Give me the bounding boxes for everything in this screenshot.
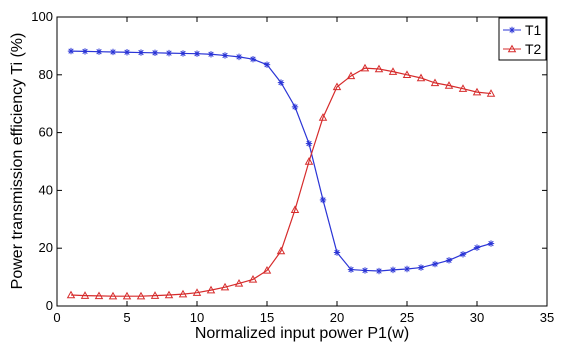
legend-marker-t2 xyxy=(507,44,517,53)
data-point-t1 xyxy=(249,55,257,63)
data-point-t2 xyxy=(178,289,188,298)
y-tick-label: 40 xyxy=(39,182,53,197)
x-tick-label: 15 xyxy=(260,310,274,325)
data-point-t2 xyxy=(262,266,272,274)
data-point-t2 xyxy=(94,291,104,300)
data-point-t1 xyxy=(319,196,327,204)
data-point-t2 xyxy=(416,73,426,82)
x-tick-label: 0 xyxy=(53,310,60,325)
data-point-t2 xyxy=(388,67,398,75)
data-point-t1 xyxy=(487,240,495,247)
data-point-t1 xyxy=(403,265,411,273)
series-layer xyxy=(66,47,496,300)
data-point-t1 xyxy=(207,51,215,58)
data-point-t1 xyxy=(431,260,439,268)
data-point-t2 xyxy=(444,81,454,89)
data-point-t1 xyxy=(459,251,467,258)
legend-marker-symbol-t2 xyxy=(507,44,517,53)
data-point-t2 xyxy=(248,274,258,283)
data-point-t2 xyxy=(276,246,286,255)
data-point-t2 xyxy=(332,82,342,91)
data-point-t2 xyxy=(402,70,412,79)
y-tick-label: 0 xyxy=(46,298,53,313)
data-point-t1 xyxy=(263,61,271,68)
x-tick-label: 25 xyxy=(400,310,414,325)
data-point-t1 xyxy=(95,48,103,55)
data-point-t2 xyxy=(290,205,300,213)
y-axis: 0 20 40 60 80 100 xyxy=(31,9,547,313)
data-point-t2 xyxy=(136,291,146,300)
x-tick-label: 20 xyxy=(330,310,344,325)
data-point-t2 xyxy=(80,291,90,299)
y-tick-label: 20 xyxy=(39,240,53,255)
data-point-t1 xyxy=(137,49,145,56)
data-point-t1 xyxy=(389,266,397,274)
x-tick-label: 5 xyxy=(123,310,130,325)
data-point-t1 xyxy=(235,53,243,61)
data-point-t2 xyxy=(486,89,496,97)
data-point-t2 xyxy=(164,290,174,299)
legend-label-t1: T1 xyxy=(525,22,542,38)
y-tick-label: 60 xyxy=(39,125,53,140)
data-point-t2 xyxy=(430,78,440,87)
data-point-t1 xyxy=(67,47,75,55)
data-point-t1 xyxy=(151,49,159,57)
data-point-t2 xyxy=(108,291,118,300)
data-point-t2 xyxy=(234,279,244,287)
x-axis: 0 5 10 15 20 25 30 35 xyxy=(53,17,554,325)
legend-box xyxy=(498,17,547,61)
y-tick-label: 80 xyxy=(39,67,53,82)
series-markers-t2 xyxy=(66,63,496,300)
x-axis-label: Normalized input power P1(w) xyxy=(195,325,409,342)
data-point-t1 xyxy=(473,244,481,251)
data-point-t1 xyxy=(165,49,173,57)
legend-marker-symbol-t1 xyxy=(508,26,516,34)
data-point-t1 xyxy=(375,267,383,275)
data-point-t2 xyxy=(360,63,370,72)
legend: T1 T2 xyxy=(498,17,547,61)
data-point-t2 xyxy=(374,64,384,73)
data-point-t1 xyxy=(81,48,89,55)
data-point-t2 xyxy=(458,84,468,92)
data-point-t2 xyxy=(122,291,132,300)
data-point-t2 xyxy=(220,282,230,291)
legend-label-t2: T2 xyxy=(525,41,542,57)
data-point-t1 xyxy=(445,257,453,264)
data-point-t1 xyxy=(333,249,341,256)
data-point-t1 xyxy=(291,103,299,111)
data-point-t2 xyxy=(150,291,160,299)
data-point-t1 xyxy=(347,266,355,273)
x-tick-label: 10 xyxy=(190,310,204,325)
data-point-t1 xyxy=(361,267,369,274)
data-point-t2 xyxy=(346,71,356,80)
y-axis-label: Power transmission efficiency Ti (%) xyxy=(9,33,26,290)
data-point-t1 xyxy=(305,140,313,147)
legend-marker-t1 xyxy=(508,26,516,34)
data-point-t2 xyxy=(318,113,328,121)
data-point-t1 xyxy=(109,48,117,56)
data-point-t2 xyxy=(472,87,482,96)
x-tick-label: 35 xyxy=(540,310,554,325)
plot-area xyxy=(56,16,548,307)
data-point-t1 xyxy=(179,50,187,57)
data-point-t1 xyxy=(221,52,229,59)
series-line-t2 xyxy=(70,67,492,297)
data-point-t2 xyxy=(192,288,202,296)
data-point-t1 xyxy=(193,50,201,57)
data-point-t2 xyxy=(304,157,314,165)
data-point-t1 xyxy=(417,264,425,271)
data-point-t2 xyxy=(66,290,76,299)
series-markers-t1 xyxy=(67,47,495,275)
x-tick-label: 30 xyxy=(470,310,484,325)
data-point-t1 xyxy=(277,79,285,86)
data-point-t2 xyxy=(206,285,216,294)
data-point-t1 xyxy=(123,49,131,56)
y-tick-label: 100 xyxy=(31,9,53,24)
